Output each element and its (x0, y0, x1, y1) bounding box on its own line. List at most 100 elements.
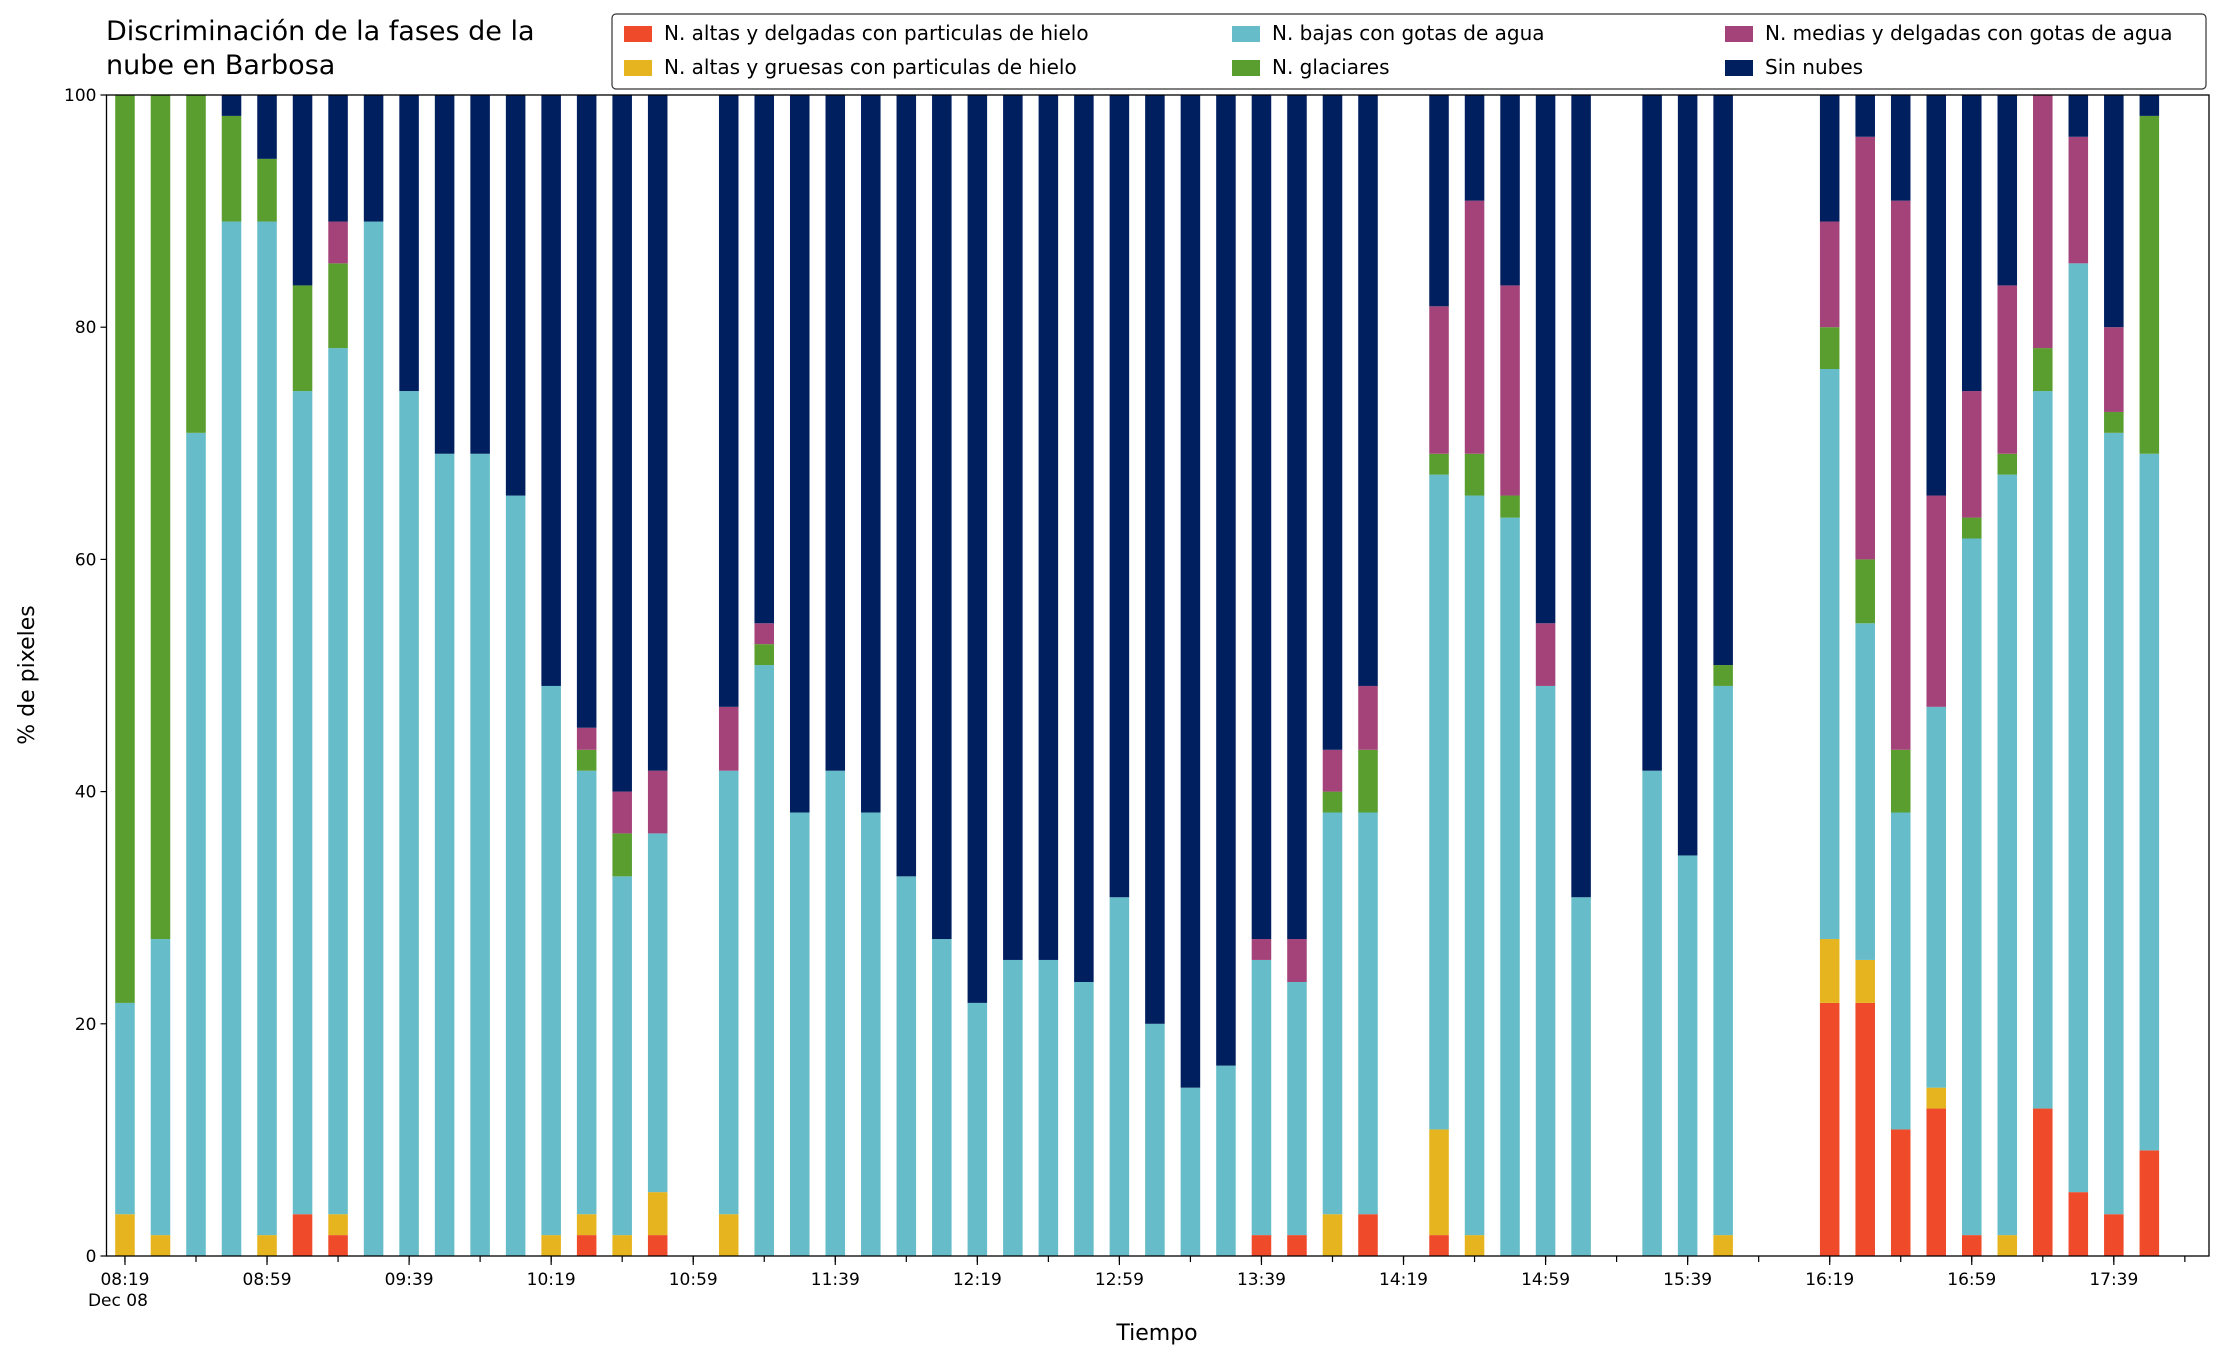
y-tick-label: 0 (86, 1247, 97, 1267)
bar-segment (1074, 95, 1094, 983)
legend-swatch (1232, 60, 1260, 76)
bar-segment (861, 95, 881, 813)
legend-swatch (1725, 60, 1753, 76)
bar-segment (789, 812, 810, 1256)
bar-segment (1464, 200, 1485, 454)
bar-segment (932, 939, 952, 1256)
bar-segment (2139, 1150, 2160, 1256)
bar-segment (115, 95, 135, 1003)
bar-segment (2104, 1214, 2124, 1256)
bar-segment (576, 1235, 597, 1256)
bar-segment (1251, 939, 1272, 960)
bar-segment (754, 95, 775, 624)
bar-segment (1961, 391, 1982, 518)
bar-segment (328, 95, 348, 222)
bar-segment (1251, 1235, 1272, 1256)
bar-segment (1961, 538, 1982, 1236)
bar-segment (1287, 982, 1307, 1236)
bar-segment (257, 158, 277, 222)
legend-swatch (1232, 26, 1260, 42)
bar-segment (612, 833, 632, 877)
bar-segment (2068, 136, 2089, 264)
bar-segment (1535, 685, 1556, 1256)
bar-segment (754, 623, 775, 645)
bar-segment (718, 1214, 739, 1256)
bar-segment (1677, 95, 1698, 856)
bar-segment (2139, 115, 2160, 454)
bar-segment (576, 727, 597, 750)
bar-segment (1251, 95, 1272, 940)
bar-segment (718, 770, 739, 1215)
bar-segment (1855, 559, 1875, 624)
bar-segment (1358, 749, 1378, 813)
bar-segment (2139, 453, 2160, 1151)
bar-segment (1287, 939, 1307, 983)
chart-title: nube en Barbosa (106, 50, 335, 81)
bar-segment (221, 221, 242, 1257)
bar-segment (754, 644, 775, 666)
bar-segment (1997, 453, 2018, 475)
x-tick-label: 16:19 (1805, 1270, 1854, 1290)
bar-segment (1322, 791, 1343, 813)
bar-segment (363, 95, 384, 222)
x-tick-label: 12:19 (953, 1270, 1002, 1290)
bar-segment (1571, 95, 1591, 898)
bar-segment (1926, 495, 1947, 707)
bar-segment (328, 263, 348, 349)
bar-segment (470, 95, 490, 454)
bar-segment (1926, 95, 1947, 496)
bar-segment (1358, 812, 1378, 1215)
bar-segment (1003, 959, 1023, 1256)
bar-segment (505, 495, 526, 1256)
legend-label: N. glaciares (1272, 55, 1390, 79)
bar-segment (434, 453, 455, 1256)
bar-segment (1571, 897, 1591, 1256)
bar-segment (2104, 95, 2124, 328)
bar-segment (1855, 959, 1875, 1003)
bar-segment (1500, 495, 1520, 518)
bar-segment (328, 221, 348, 264)
plot-frame (105, 94, 2210, 1257)
bar-segment (1038, 959, 1059, 1256)
bar-segment (1216, 95, 1236, 1066)
bar-segment (612, 791, 632, 834)
bar-segment (576, 749, 597, 771)
x-tick-label: 14:19 (1379, 1270, 1428, 1290)
bar-segment (967, 1002, 988, 1256)
bar-segment (1855, 1002, 1875, 1256)
bar-segment (1500, 285, 1520, 496)
x-tick-label: 10:19 (527, 1270, 576, 1290)
legend-swatch (624, 26, 652, 42)
bar-segment (1500, 95, 1520, 286)
bar-segment (647, 95, 668, 771)
bar-segment (612, 876, 632, 1236)
bar-segment (1535, 623, 1556, 686)
y-tick-label: 80 (75, 318, 97, 338)
bar-segment (328, 1214, 348, 1236)
bar-segment (1713, 95, 1733, 666)
bar-segment (896, 876, 917, 1256)
x-tick-label: 14:59 (1521, 1270, 1570, 1290)
bar-segment (1997, 474, 2018, 1236)
bar-segment (292, 1214, 313, 1256)
x-tick-label: 16:59 (1947, 1270, 1996, 1290)
bar-segment (2033, 95, 2053, 349)
bar-segment (1819, 221, 1840, 328)
bar-segment (1642, 770, 1662, 1256)
bar-segment (1358, 1214, 1378, 1256)
bar-segment (1997, 95, 2018, 286)
bar-segment (1890, 95, 1911, 201)
bar-segment (1358, 685, 1378, 750)
bar-segment (257, 95, 277, 159)
bar-segment (399, 391, 419, 1256)
bar-segment (1890, 812, 1911, 1130)
bar-segment (434, 95, 455, 454)
bar-segment (1322, 812, 1343, 1215)
bar-segment (1429, 453, 1449, 475)
bar-segment (647, 1235, 668, 1256)
bar-segment (1819, 95, 1840, 222)
bar-segment (1855, 95, 1875, 137)
bar-segment (1322, 749, 1343, 792)
bar-segment (292, 95, 313, 286)
bar-segment (1251, 959, 1272, 1236)
